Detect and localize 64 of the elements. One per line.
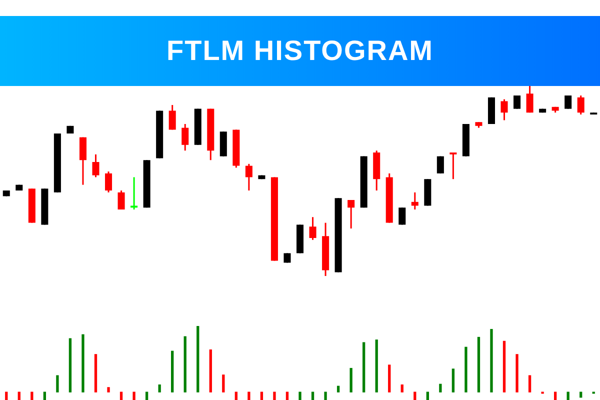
candlestick bbox=[436, 156, 444, 174]
bar bbox=[502, 340, 506, 392]
candlestick bbox=[348, 199, 355, 230]
bar bbox=[234, 392, 238, 400]
bar bbox=[439, 384, 442, 392]
bar bbox=[120, 392, 123, 400]
bar bbox=[56, 375, 59, 392]
bar bbox=[43, 392, 46, 400]
bar bbox=[311, 392, 314, 400]
bar bbox=[82, 334, 84, 392]
candlestick bbox=[514, 94, 521, 110]
bar bbox=[336, 386, 340, 392]
candlestick bbox=[168, 104, 176, 130]
bar bbox=[94, 354, 98, 392]
bar bbox=[260, 392, 264, 400]
candlestick bbox=[564, 94, 572, 110]
bar bbox=[414, 392, 416, 400]
bar bbox=[324, 392, 327, 400]
bar bbox=[400, 384, 404, 392]
bar bbox=[452, 368, 455, 392]
bar bbox=[209, 349, 212, 392]
candlestick bbox=[118, 190, 125, 210]
bar bbox=[580, 392, 582, 398]
bar bbox=[490, 328, 493, 392]
bar bbox=[554, 392, 557, 400]
bar bbox=[196, 326, 200, 392]
candlestick bbox=[182, 123, 189, 152]
bar bbox=[222, 374, 225, 392]
bar bbox=[273, 392, 276, 400]
bar bbox=[248, 392, 250, 400]
bar bbox=[350, 368, 352, 392]
bar bbox=[477, 336, 480, 392]
bar bbox=[298, 392, 302, 400]
candlestick bbox=[79, 136, 86, 186]
bar bbox=[5, 392, 8, 400]
candlestick bbox=[105, 170, 112, 194]
bar bbox=[426, 392, 429, 400]
bar bbox=[362, 342, 366, 392]
bar bbox=[566, 392, 570, 400]
candlestick bbox=[411, 192, 418, 210]
bar bbox=[145, 392, 148, 400]
candlestick bbox=[500, 98, 508, 121]
candlestick bbox=[245, 163, 252, 192]
bar bbox=[388, 364, 391, 392]
bar bbox=[18, 392, 20, 400]
candlestick bbox=[309, 216, 316, 241]
bar bbox=[516, 354, 518, 392]
bar bbox=[286, 392, 289, 400]
candlestick bbox=[130, 176, 138, 210]
bar bbox=[171, 350, 174, 392]
bar bbox=[30, 392, 34, 400]
bar bbox=[158, 384, 161, 392]
candlestick bbox=[92, 154, 100, 178]
bar bbox=[528, 375, 532, 392]
candlestick bbox=[398, 206, 406, 226]
bar bbox=[184, 336, 186, 392]
bar bbox=[107, 387, 110, 392]
candlestick bbox=[450, 152, 457, 180]
candlestick bbox=[577, 94, 584, 116]
candlestick bbox=[526, 85, 534, 114]
bar bbox=[464, 346, 468, 392]
bar bbox=[68, 338, 72, 392]
bar bbox=[132, 392, 136, 400]
bar bbox=[375, 340, 378, 392]
